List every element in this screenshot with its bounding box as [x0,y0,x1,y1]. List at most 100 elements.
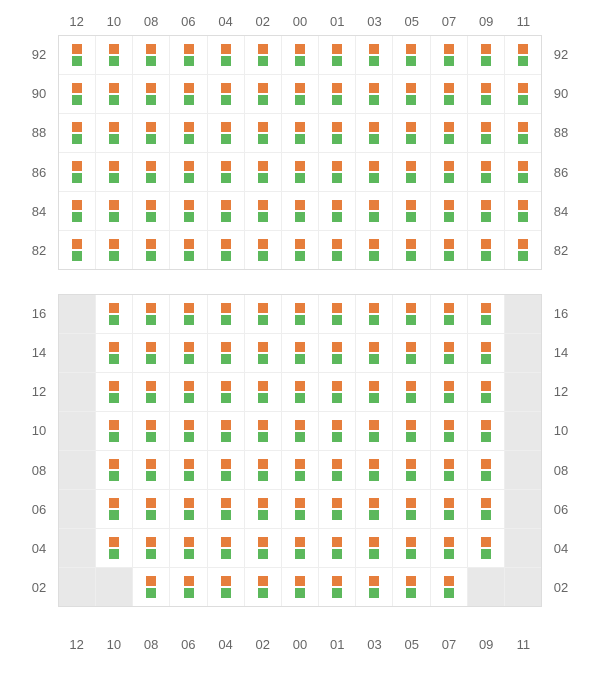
seat-cell[interactable] [245,490,282,528]
seat-cell[interactable] [356,153,393,191]
seat-cell[interactable] [208,36,245,74]
seat-cell[interactable] [170,192,207,230]
seat-cell[interactable] [208,490,245,528]
seat-cell[interactable] [59,114,96,152]
seat-cell[interactable] [282,490,319,528]
seat-cell[interactable] [393,75,430,113]
seat-cell[interactable] [59,36,96,74]
seat-cell[interactable] [208,231,245,269]
seat-cell[interactable] [170,568,207,606]
seat-cell[interactable] [319,192,356,230]
seat-cell[interactable] [431,231,468,269]
seat-cell[interactable] [431,295,468,333]
seat-cell[interactable] [505,192,541,230]
seat-cell[interactable] [170,75,207,113]
seat-cell[interactable] [208,373,245,411]
seat-cell[interactable] [468,36,505,74]
seat-cell[interactable] [468,192,505,230]
seat-cell[interactable] [319,295,356,333]
seat-cell[interactable] [393,231,430,269]
seat-cell[interactable] [96,75,133,113]
seat-cell[interactable] [245,334,282,372]
seat-cell[interactable] [393,153,430,191]
seat-cell[interactable] [393,114,430,152]
seat-cell[interactable] [245,529,282,567]
seat-cell[interactable] [59,75,96,113]
seat-cell[interactable] [319,75,356,113]
seat-cell[interactable] [133,451,170,489]
seat-cell[interactable] [393,412,430,450]
seat-cell[interactable] [208,412,245,450]
seat-cell[interactable] [170,114,207,152]
seat-cell[interactable] [96,114,133,152]
seat-cell[interactable] [431,192,468,230]
seat-cell[interactable] [319,490,356,528]
seat-cell[interactable] [96,490,133,528]
seat-cell[interactable] [245,412,282,450]
seat-cell[interactable] [505,114,541,152]
seat-cell[interactable] [356,231,393,269]
seat-cell[interactable] [356,36,393,74]
seat-cell[interactable] [282,36,319,74]
seat-cell[interactable] [468,231,505,269]
seat-cell[interactable] [170,412,207,450]
seat-cell[interactable] [282,334,319,372]
seat-cell[interactable] [356,295,393,333]
seat-cell[interactable] [282,192,319,230]
seat-cell[interactable] [133,568,170,606]
seat-cell[interactable] [170,373,207,411]
seat-cell[interactable] [59,153,96,191]
seat-cell[interactable] [431,568,468,606]
seat-cell[interactable] [245,568,282,606]
seat-cell[interactable] [468,114,505,152]
seat-cell[interactable] [96,373,133,411]
seat-cell[interactable] [245,295,282,333]
seat-cell[interactable] [282,373,319,411]
seat-cell[interactable] [393,334,430,372]
seat-cell[interactable] [133,231,170,269]
seat-cell[interactable] [282,153,319,191]
seat-cell[interactable] [468,334,505,372]
seat-cell[interactable] [96,153,133,191]
seat-cell[interactable] [133,75,170,113]
seat-cell[interactable] [133,373,170,411]
seat-cell[interactable] [133,490,170,528]
seat-cell[interactable] [319,36,356,74]
seat-cell[interactable] [96,231,133,269]
seat-cell[interactable] [319,568,356,606]
seat-cell[interactable] [393,451,430,489]
seat-cell[interactable] [431,153,468,191]
seat-cell[interactable] [208,529,245,567]
seat-cell[interactable] [170,231,207,269]
seat-cell[interactable] [96,334,133,372]
seat-cell[interactable] [356,529,393,567]
seat-cell[interactable] [282,568,319,606]
seat-cell[interactable] [96,36,133,74]
seat-cell[interactable] [245,231,282,269]
seat-cell[interactable] [393,568,430,606]
seat-cell[interactable] [170,451,207,489]
seat-cell[interactable] [208,153,245,191]
seat-cell[interactable] [356,114,393,152]
seat-cell[interactable] [505,75,541,113]
seat-cell[interactable] [319,451,356,489]
seat-cell[interactable] [245,114,282,152]
seat-cell[interactable] [208,334,245,372]
seat-cell[interactable] [282,231,319,269]
seat-cell[interactable] [356,568,393,606]
seat-cell[interactable] [245,192,282,230]
seat-cell[interactable] [282,295,319,333]
seat-cell[interactable] [59,192,96,230]
seat-cell[interactable] [468,451,505,489]
seat-cell[interactable] [505,36,541,74]
seat-cell[interactable] [393,529,430,567]
seat-cell[interactable] [208,75,245,113]
seat-cell[interactable] [468,412,505,450]
seat-cell[interactable] [208,451,245,489]
seat-cell[interactable] [431,373,468,411]
seat-cell[interactable] [468,529,505,567]
seat-cell[interactable] [133,36,170,74]
seat-cell[interactable] [96,192,133,230]
seat-cell[interactable] [96,529,133,567]
seat-cell[interactable] [59,231,96,269]
